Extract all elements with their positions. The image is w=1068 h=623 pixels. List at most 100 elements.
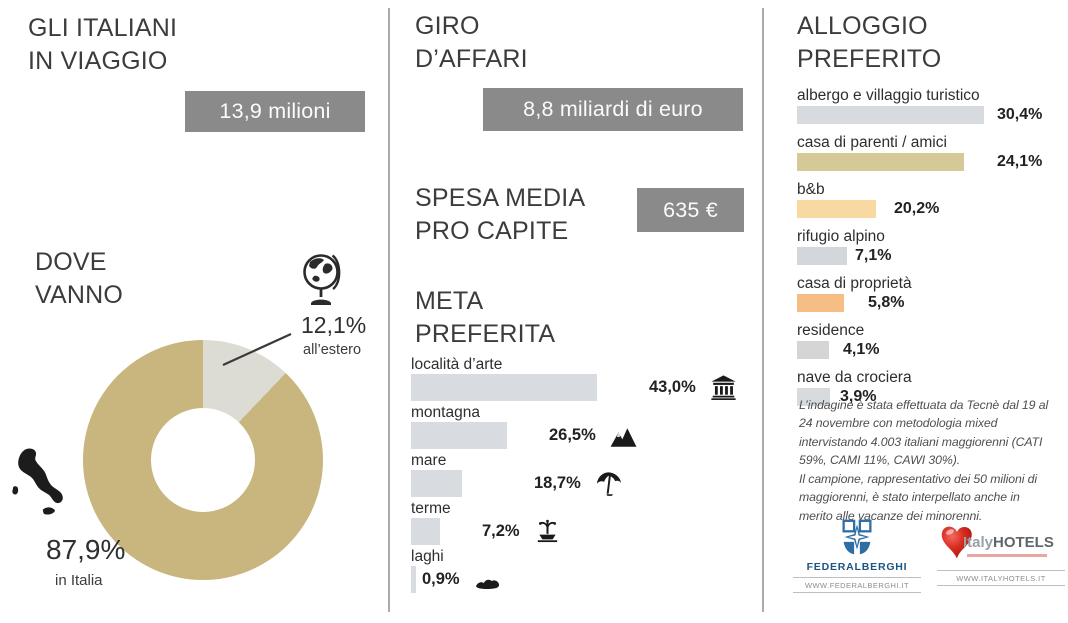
italyhotels-name-suffix: HOTELS [993, 534, 1054, 551]
column-divider [388, 8, 390, 612]
section-title-dove-vanno: DOVE VANNO [35, 248, 124, 309]
giro-daffari-stat-box: 8,8 miliardi di euro [483, 88, 743, 131]
beach-umbrella-icon [595, 470, 622, 497]
methodology-note: L’indagine è stata effettuata da Tecnè d… [799, 396, 1055, 525]
bar-value: 43,0% [649, 378, 696, 396]
bar-category-label: albergo e villaggio turistico [797, 87, 980, 104]
bar [411, 470, 462, 497]
bar-value: 26,5% [549, 426, 596, 444]
bar [411, 566, 416, 593]
label-spesa-media: SPESA MEDIA PRO CAPITE [415, 184, 586, 245]
bar-row: 0,9% [411, 566, 756, 593]
bar-value: 5,8% [868, 294, 905, 311]
bar-item-0: località d’arte 43,0% [411, 355, 756, 401]
bar [797, 153, 964, 171]
italy-map-icon [12, 448, 63, 515]
bar-category-label: laghi [411, 548, 444, 565]
bar [411, 422, 507, 449]
bar-category-label: residence [797, 322, 865, 339]
bar-value: 7,2% [482, 522, 520, 540]
bar [411, 518, 440, 545]
italyhotels-url: WWW.ITALYHOTELS.IT [937, 570, 1065, 586]
bar-row: 5,8% [797, 294, 1053, 312]
bar-category-label: b&b [797, 181, 825, 198]
bar [797, 388, 830, 406]
bar-row: 26,5% [411, 422, 756, 449]
section-title-alloggio-preferito: ALLOGGIO PREFERITO [797, 12, 942, 73]
bar-row: 4,1% [797, 341, 1053, 359]
globe-icon [303, 254, 341, 305]
fountain-icon [534, 518, 561, 545]
bar-category-label: casa di parenti / amici [797, 134, 947, 151]
bar [797, 341, 829, 359]
meta-preferita-bar-chart: località d’arte 43,0% montagna 26,5% mare 18,… [411, 355, 756, 595]
methodology-note-paragraph: L’indagine è stata effettuata da Tecnè d… [799, 398, 1049, 468]
bar-category-label: casa di proprietà [797, 275, 912, 292]
bar-value: 7,1% [855, 247, 892, 264]
italyhotels-tagline [967, 554, 1047, 557]
bar-category-label: mare [411, 452, 447, 469]
bar-category-label: località d’arte [411, 356, 503, 373]
donut-value-italia: 87,9% [46, 534, 126, 565]
spesa-media-stat-box: 635 € [637, 188, 744, 232]
temple-icon [710, 374, 737, 401]
bar-item-1: montagna 26,5% [411, 403, 756, 449]
bar-row: 7,1% [797, 247, 1053, 265]
bar-row: 18,7% [411, 470, 756, 497]
bar [797, 106, 984, 124]
donut-chart [83, 340, 323, 580]
donut-value-estero: 12,1% [301, 312, 367, 338]
section-title-italiani-in-viaggio: GLI ITALIANI IN VIAGGIO [28, 14, 178, 75]
bar-value: 20,2% [894, 200, 940, 217]
mountains-icon [610, 422, 637, 449]
italyhotels-name-prefix: Italy [963, 534, 994, 551]
section-title-giro-daffari: GIRO D’AFFARI [415, 12, 528, 73]
italyhotels-name: ItalyHOTELS [963, 534, 1054, 551]
bar-item-2: b&b 20,2% [797, 180, 1053, 218]
bar-item-3: rifugio alpino 7,1% [797, 227, 1053, 265]
bar-value: 24,1% [997, 153, 1043, 170]
federalberghi-url: WWW.FEDERALBERGHI.IT [793, 577, 921, 593]
italyhotels-brand-row: ItalyHOTELS [937, 518, 1065, 566]
bar-category-label: nave da crociera [797, 369, 912, 386]
column-divider [762, 8, 764, 612]
bar-value: 30,4% [997, 106, 1043, 123]
italyhotels-logo: ItalyHOTELS WWW.ITALYHOTELS.IT [937, 518, 1065, 593]
heart-icon [941, 526, 972, 559]
section-title-meta-preferita: META PREFERITA [415, 287, 556, 348]
bar-item-4: casa di proprietà 5,8% [797, 274, 1053, 312]
federalberghi-logo: FEDERALBERGHI WWW.FEDERALBERGHI.IT [793, 518, 921, 593]
bar-category-label: terme [411, 500, 451, 517]
lake-icon [474, 566, 501, 593]
bar-row: 20,2% [797, 200, 1053, 218]
bar-item-3: terme 7,2% [411, 499, 756, 545]
partner-logos: FEDERALBERGHI WWW.FEDERALBERGHI.IT [793, 518, 1065, 593]
bar-row: 24,1% [797, 153, 1053, 171]
federalberghi-name: FEDERALBERGHI [806, 561, 908, 573]
methodology-note-paragraph: Il campione, rappresentativo dei 50 mili… [799, 471, 1038, 523]
bar-item-1: casa di parenti / amici 24,1% [797, 133, 1053, 171]
bar [797, 200, 876, 218]
bar-item-6: nave da crociera 3,9% [797, 368, 1053, 406]
bar-item-5: residence 4,1% [797, 321, 1053, 359]
donut-hole [151, 408, 255, 512]
bar-item-4: laghi 0,9% [411, 547, 756, 593]
donut-label-estero: all’estero [303, 342, 362, 358]
bar-row: 3,9% [797, 388, 1053, 406]
donut-label-italia: in Italia [55, 572, 103, 589]
bar-item-0: albergo e villaggio turistico 30,4% [797, 86, 1053, 124]
callout-leader-line [222, 332, 292, 367]
bar-row: 43,0% [411, 374, 756, 401]
travelers-stat-box: 13,9 milioni [185, 91, 365, 132]
bar-row: 30,4% [797, 106, 1053, 124]
bar-category-label: rifugio alpino [797, 228, 885, 245]
bar-value: 18,7% [534, 474, 581, 492]
bar [797, 247, 847, 265]
bar-value: 4,1% [843, 341, 880, 358]
alloggio-preferito-bar-chart: albergo e villaggio turistico 30,4% casa d… [797, 86, 1053, 415]
bar [411, 374, 597, 401]
bar [797, 294, 844, 312]
federalberghi-emblem-icon [842, 519, 872, 555]
bar-value: 3,9% [840, 388, 877, 405]
